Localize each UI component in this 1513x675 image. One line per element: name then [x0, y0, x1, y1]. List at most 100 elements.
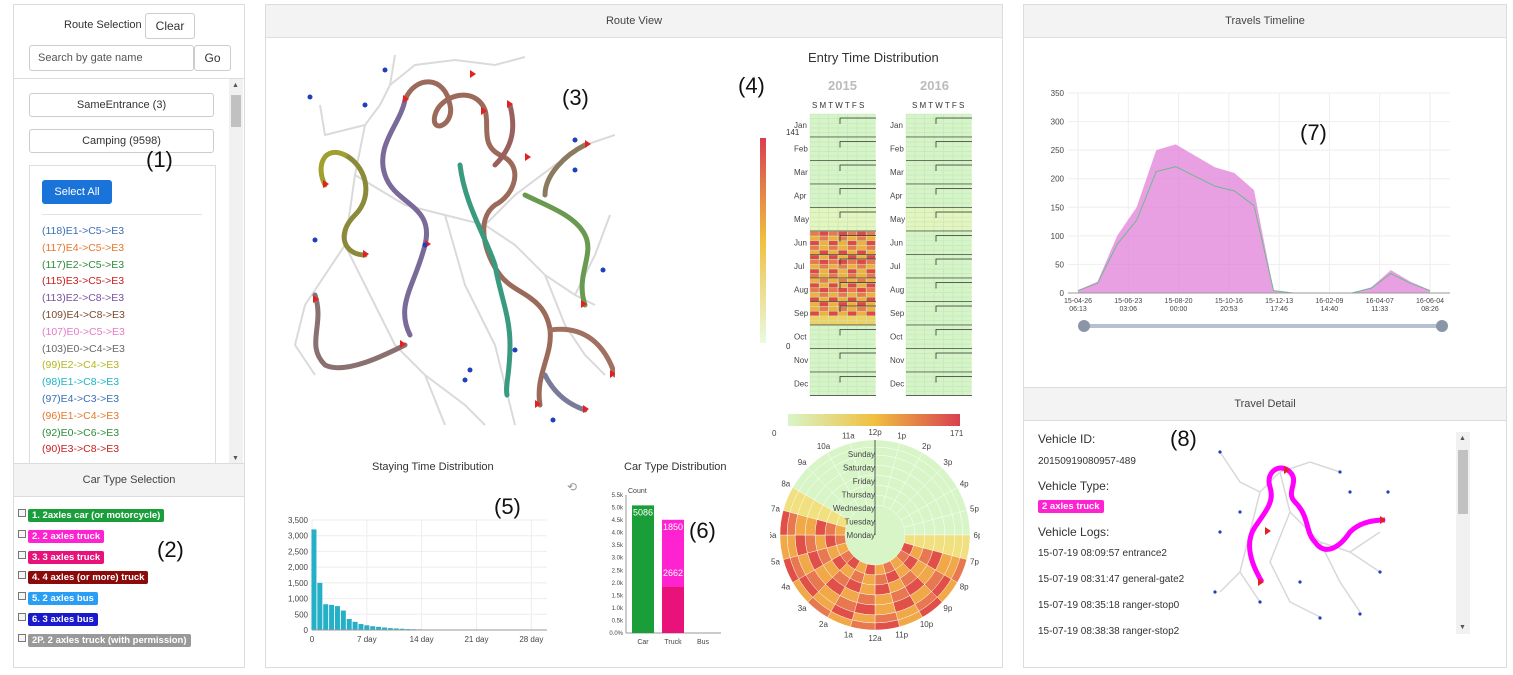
car-type-checkbox[interactable]: [18, 509, 26, 517]
radial-heatmap[interactable]: 12a 1a 2a 3a 4a 5a 6a 7a 8a 9a 10a 11a 12p 1p 2p 3p 4p 5p…: [770, 425, 980, 655]
calendar-cell: [847, 381, 857, 387]
calendar-cell: [952, 268, 963, 274]
entry-scale-bar: [760, 138, 766, 343]
calendar-cell: [838, 353, 848, 359]
car-type-checkbox[interactable]: [18, 633, 26, 642]
calendar-cell: [915, 377, 925, 382]
group-same-entrance[interactable]: SameEntrance (3): [29, 93, 214, 117]
calendar-cell: [962, 358, 972, 363]
stay-bar[interactable]: [340, 610, 346, 630]
slider-handle-left[interactable]: [1078, 320, 1090, 332]
month-border: [810, 352, 876, 373]
stay-bar[interactable]: [381, 627, 387, 630]
route-item[interactable]: (97)E4->C3->E3: [42, 393, 120, 405]
entry-time-calendar[interactable]: Jan Jan Feb Feb Mar Mar Apr Apr May May Jun Jun Jul J…: [758, 110, 978, 400]
route-item[interactable]: (115)E3->C5->E3: [42, 275, 125, 288]
calendar-cell: [828, 240, 838, 246]
staying-time-chart[interactable]: 0 500 1,000 1,500 2,000 2,500 3,000 3,500 0 7 day…: [272, 505, 557, 650]
car-type-item[interactable]: 3. 3 axles truck: [18, 550, 105, 564]
calendar-cell: [866, 245, 876, 251]
search-input[interactable]: Search by gate name: [29, 45, 194, 71]
car-type-chart[interactable]: 0.0% 0.5k 1.0k 1.5k 2.0k 2.5k 3.0k 3.5k 4.0k 4.5k…: [598, 483, 728, 653]
group-camping[interactable]: Camping (9598): [29, 129, 214, 153]
car-type-item[interactable]: 1. 2axles car (or motorcycle): [18, 509, 165, 522]
calendar-cell: [828, 344, 838, 349]
stay-bar[interactable]: [311, 529, 317, 630]
day-label: Sunday: [848, 450, 875, 459]
stay-bar[interactable]: [399, 628, 405, 630]
calendar-cell: [828, 334, 838, 340]
calendar-cell: [809, 250, 820, 255]
route-item[interactable]: (98)E1->C8->E3: [42, 376, 120, 389]
calendar-cell: [838, 287, 848, 293]
calendar-cell: [847, 315, 857, 321]
stay-bar[interactable]: [358, 624, 364, 630]
scroll-up-arrow[interactable]: ▲: [1459, 435, 1466, 442]
scrollbar-thumb[interactable]: [231, 95, 241, 127]
calendar-cell: [838, 377, 848, 382]
calendar-cell: [809, 320, 820, 326]
x-tick-label: Truck: [664, 639, 682, 646]
route-item[interactable]: (92)E0->C6->E3: [42, 426, 120, 439]
scroll-down-arrow[interactable]: ▼: [232, 455, 239, 462]
calendar-cell: [905, 226, 916, 232]
route-item[interactable]: (109)E4->C8->E3: [42, 309, 125, 321]
slider-handle-right[interactable]: [1436, 320, 1448, 332]
route-item[interactable]: (118)E1->C5->E3: [42, 225, 125, 237]
car-type-item[interactable]: 5. 2 axles bus: [18, 592, 98, 606]
car-type-checkbox[interactable]: [18, 613, 26, 621]
route-item[interactable]: (99)E2->C4->E3: [42, 359, 120, 372]
detail-map-roads: [1219, 451, 1381, 618]
stay-bar[interactable]: [370, 626, 376, 630]
select-all-button[interactable]: Select All: [42, 180, 112, 204]
calendar-cell: [819, 264, 829, 269]
route-item[interactable]: (96)E1->C4->E3: [42, 409, 120, 422]
calendar-cell: [828, 330, 838, 335]
route-item[interactable]: (117)E2->C5->E3: [42, 258, 125, 271]
car-type-checkbox[interactable]: [18, 592, 26, 601]
car-type-checkbox[interactable]: [18, 571, 26, 580]
route-map[interactable]: [285, 45, 615, 440]
stay-bar[interactable]: [334, 606, 340, 630]
car-type-item[interactable]: 6. 3 axles bus: [18, 613, 98, 626]
route-item[interactable]: (117)E4->C5->E3: [42, 241, 125, 254]
calendar-cell: [934, 240, 944, 246]
route-item[interactable]: (113)E2->C8->E3: [42, 292, 125, 305]
stay-bar[interactable]: [364, 625, 370, 630]
stay-bar[interactable]: [376, 626, 382, 630]
go-button[interactable]: Go: [194, 45, 231, 71]
route-item[interactable]: (103)E0->C4->E3: [42, 342, 125, 355]
car-type-item[interactable]: 2P. 2 axles truck (with permission): [18, 633, 191, 647]
car-type-checkbox[interactable]: [18, 529, 26, 538]
scrollbar-thumb[interactable]: [1458, 450, 1468, 514]
stay-bar[interactable]: [323, 604, 329, 630]
stay-bar[interactable]: [387, 628, 393, 630]
travel-route-map[interactable]: [1200, 432, 1400, 632]
route-item[interactable]: (107)E0->C5->E3: [42, 325, 125, 338]
detail-scrollbar[interactable]: ▲ ▼: [1456, 432, 1470, 634]
timeline-slider[interactable]: [1078, 320, 1448, 332]
clear-button[interactable]: Clear: [145, 13, 195, 39]
calendar-cell: [828, 203, 838, 208]
stay-bar[interactable]: [393, 628, 399, 630]
stay-bar[interactable]: [346, 619, 352, 630]
calendar-cell: [809, 207, 820, 213]
car-type-checkbox[interactable]: [18, 550, 26, 559]
calendar-cell: [819, 386, 829, 392]
car-type-bar[interactable]: [662, 586, 684, 633]
car-type-bar[interactable]: [662, 519, 684, 587]
scrollbar[interactable]: ▲ ▼: [229, 79, 243, 465]
stay-bar[interactable]: [352, 621, 358, 630]
scroll-up-arrow[interactable]: ▲: [232, 82, 239, 89]
car-type-item[interactable]: 4. 4 axles (or more) truck: [18, 571, 149, 585]
car-type-bar[interactable]: [632, 505, 654, 633]
refresh-icon[interactable]: ⟲: [567, 480, 578, 494]
scroll-down-arrow[interactable]: ▼: [1459, 624, 1466, 631]
stay-bar[interactable]: [329, 604, 335, 630]
route-item[interactable]: (90)E3->C8->E3: [42, 443, 120, 456]
stay-bar[interactable]: [317, 582, 323, 630]
calendar-cell: [847, 217, 857, 222]
car-type-item[interactable]: 2. 2 axles truck: [18, 529, 105, 543]
calendar-cell: [866, 268, 876, 274]
